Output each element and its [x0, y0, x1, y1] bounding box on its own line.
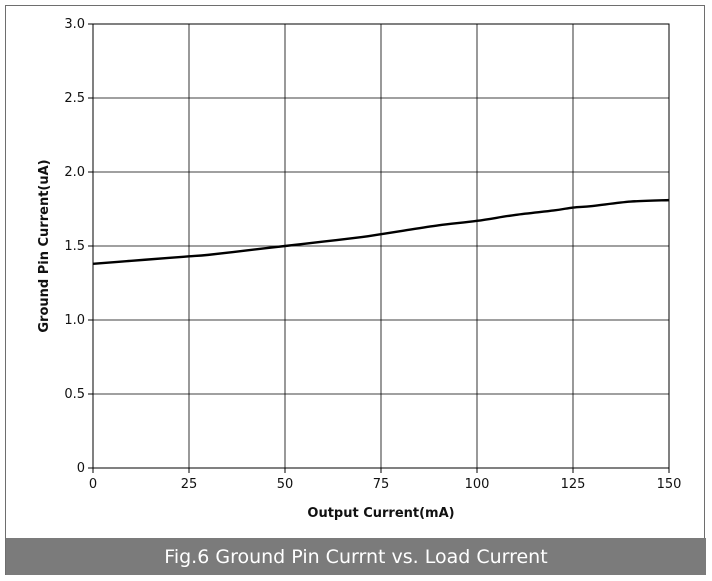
x-tick-label: 25: [181, 477, 198, 492]
grid: [88, 23, 670, 473]
y-tick-label: 0: [77, 461, 85, 476]
x-tick-label: 100: [465, 477, 490, 492]
figure-caption: Fig.6 Ground Pin Currnt vs. Load Current: [6, 538, 706, 575]
x-tick-label: 0: [89, 477, 97, 492]
x-tick-label: 125: [561, 477, 586, 492]
y-tick-labels: 0 0.5 1.0 1.5 2.0 2.5 3.0: [64, 17, 85, 476]
x-tick-label: 50: [277, 477, 294, 492]
plot-area-border: [92, 23, 670, 469]
y-tick-label: 3.0: [64, 17, 85, 32]
x-tick-label: 75: [373, 477, 390, 492]
series-group: [92, 198, 670, 265]
y-tick-label: 1.0: [64, 313, 85, 328]
y-tick-label: 1.5: [64, 239, 85, 254]
x-axis-label: Output Current(mA): [307, 506, 454, 521]
x-tick-labels: 0 25 50 75 100 125 150: [89, 477, 682, 492]
figure-frame: [5, 5, 705, 575]
series-line: [92, 198, 670, 265]
y-tick-label: 2.0: [64, 165, 85, 180]
y-tick-label: 2.5: [64, 91, 85, 106]
x-tick-label: 150: [657, 477, 682, 492]
y-tick-label: 0.5: [64, 387, 85, 402]
y-axis-label: Ground Pin Current(uA): [37, 159, 52, 332]
